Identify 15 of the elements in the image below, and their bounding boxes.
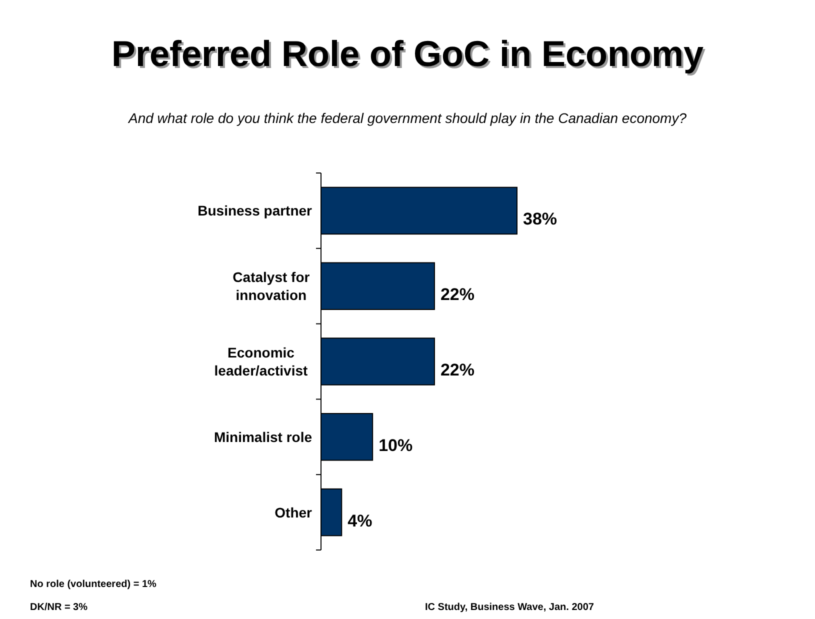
text: No role (volunteered) = 1% xyxy=(30,579,157,590)
data-label: 4% xyxy=(348,511,372,530)
y-tick-label: Catalyst for innovation xyxy=(232,269,310,304)
y-tick-label: Economic leader/activist xyxy=(214,344,308,378)
data-label: 10% xyxy=(378,436,413,455)
y-tick-label: Other xyxy=(274,504,313,520)
text: IC Study, Business Wave, Jan. 2007 xyxy=(425,602,594,613)
data-label: 22% xyxy=(440,360,475,380)
text: DK/NR = 3% xyxy=(30,602,88,613)
chart-title: Preferred Role of GoC in Economy xyxy=(113,35,706,76)
data-label: 22% xyxy=(440,285,475,304)
y-tick-label: Business partner xyxy=(198,202,313,219)
y-tick-label: Minimalist role xyxy=(214,428,312,445)
chart-subtitle: And what role do you think the federal government should play in the Canadian economy? xyxy=(127,110,687,126)
data-label: 38% xyxy=(523,210,558,229)
